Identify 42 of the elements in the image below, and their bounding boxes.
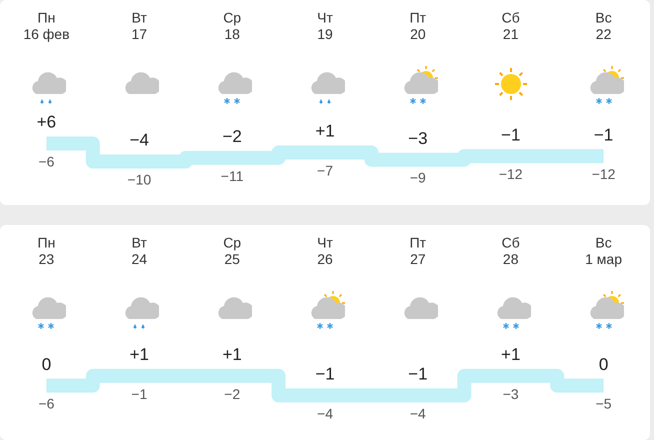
text: −5 [596, 396, 612, 412]
annotation: −1 [131, 386, 148, 402]
text: −4 [410, 405, 426, 422]
data-label: −1 [408, 364, 428, 384]
data-label: +1 [222, 345, 242, 364]
x-tick-label: Пт 20 [410, 9, 427, 42]
text: −12 [592, 166, 616, 182]
data-label: −1 [594, 125, 614, 144]
x-tick-label: Ср 18 [223, 9, 242, 42]
text: −7 [317, 162, 334, 178]
text: −12 [498, 166, 523, 182]
data-label: −1 [501, 125, 520, 144]
data-label: −2 [222, 127, 242, 146]
data-label: 0 [598, 354, 608, 374]
data-label: −1 [315, 364, 335, 384]
x-tick-label: Вт 24 [131, 234, 148, 268]
x-tick-label: Вс 1 мар [585, 234, 622, 268]
x-tick-label: Пт 27 [410, 234, 427, 268]
annotation: −6 [38, 153, 55, 170]
annotation: −2 [224, 386, 240, 402]
annotation: −3 [502, 386, 519, 402]
data-label: +1 [315, 122, 335, 141]
data-label: 0 [42, 354, 52, 374]
x-tick-label: Чт 19 [317, 9, 334, 42]
text: −10 [127, 171, 152, 188]
x-tick-label: Сб 21 [502, 9, 520, 42]
text: −11 [220, 168, 244, 184]
x-tick-label: Пн 16 фев [23, 9, 70, 42]
x-tick-label: Сб 28 [502, 234, 520, 268]
text: −6 [38, 396, 55, 412]
text: −9 [410, 170, 426, 186]
text: −4 [317, 405, 334, 422]
x-tick-label: Ср 25 [223, 234, 242, 268]
data-label: +1 [501, 345, 520, 364]
x-tick-label: Чт 26 [317, 234, 334, 268]
x-tick-label: Вт 17 [131, 9, 148, 42]
data-label: +1 [130, 345, 149, 364]
x-tick-label: Пн 23 [38, 234, 56, 268]
data-label: +6 [36, 112, 56, 132]
x-tick-label: Вс 22 [595, 9, 612, 42]
data-label: −3 [408, 128, 428, 148]
data-label: −4 [130, 130, 149, 150]
